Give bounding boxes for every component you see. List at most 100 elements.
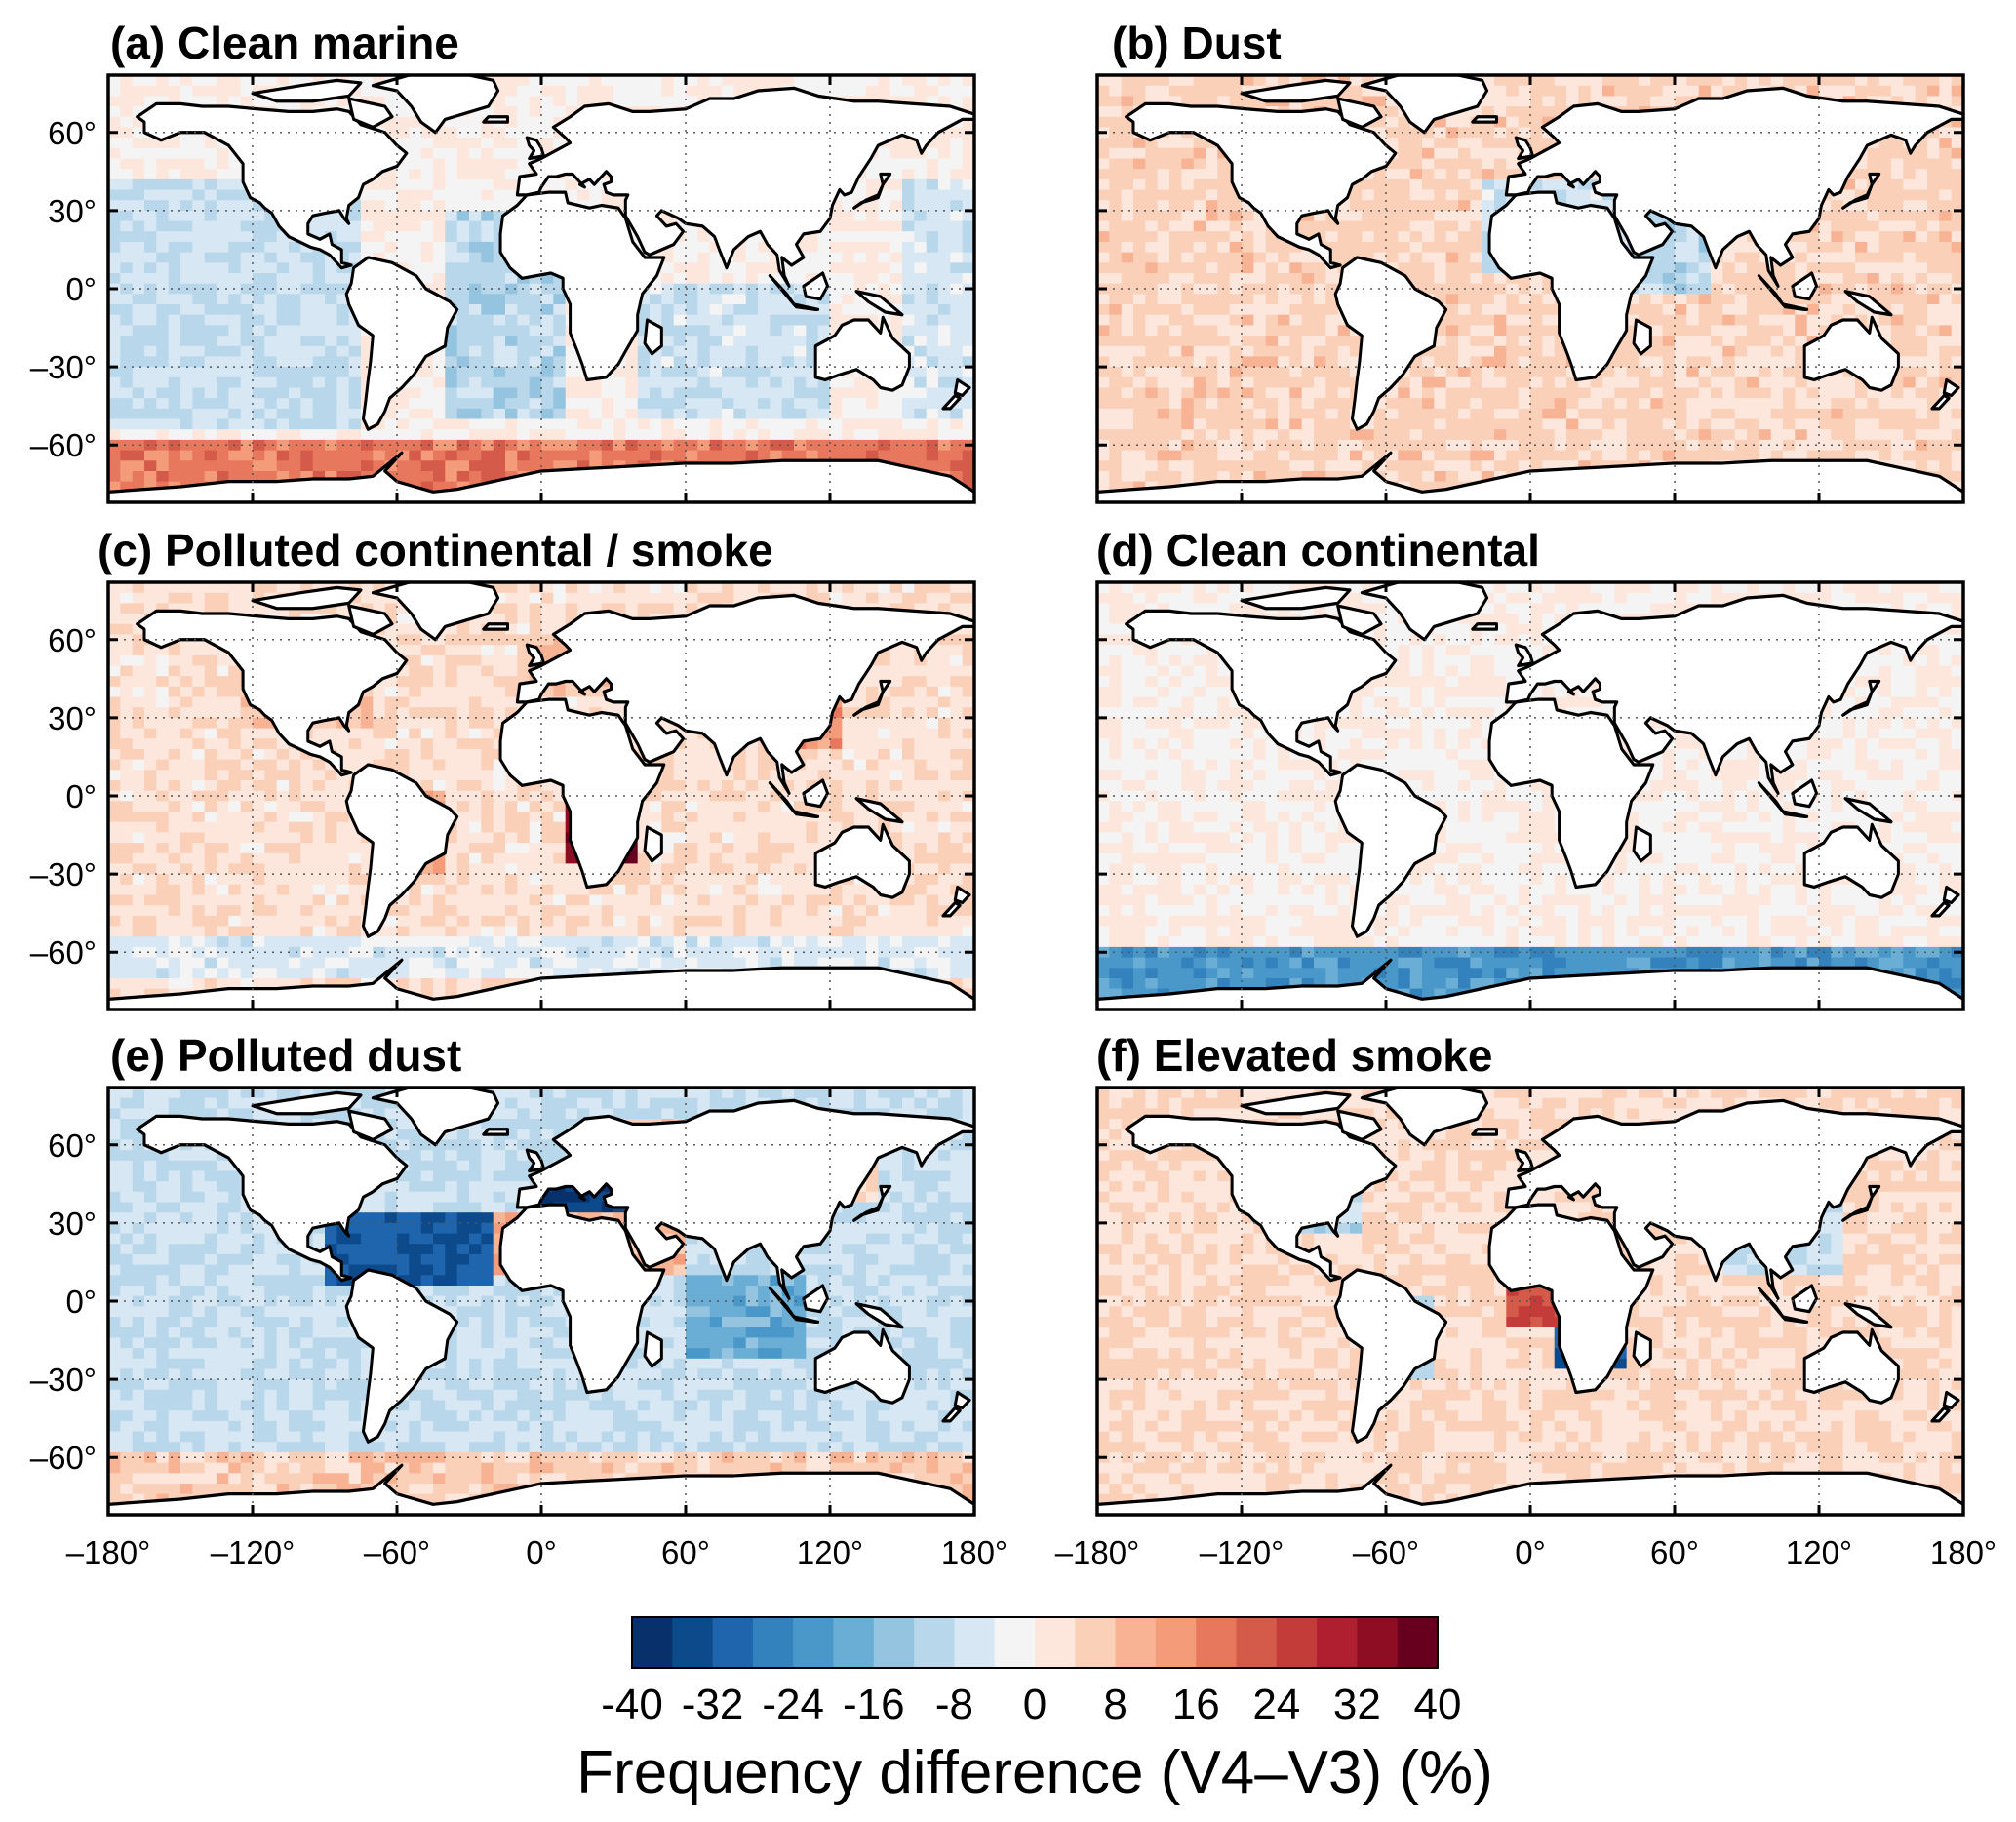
- heat-cell: [1253, 220, 1267, 232]
- heat-cell: [108, 231, 121, 243]
- heat-cell: [228, 429, 242, 441]
- heat-cell: [1193, 96, 1206, 107]
- heat-cell: [926, 283, 939, 295]
- lat-tick-label: 60°: [48, 115, 97, 151]
- heat-cell: [1253, 75, 1267, 87]
- heat-cell: [1915, 189, 1928, 201]
- heat-cell: [1927, 356, 1940, 368]
- heat-cell: [264, 418, 278, 430]
- heat-cell: [673, 408, 687, 420]
- heat-cell: [1482, 75, 1495, 87]
- heat-cell: [1265, 294, 1279, 305]
- heat-cell: [745, 262, 759, 274]
- heat-cell: [577, 398, 590, 410]
- heat-cell: [445, 325, 458, 337]
- heat-cell: [120, 283, 134, 295]
- heat-cell: [553, 304, 567, 316]
- heat-cell: [637, 75, 651, 87]
- heat-cell: [144, 178, 157, 191]
- heat-cell: [1747, 336, 1759, 347]
- heat-cell: [806, 450, 819, 461]
- heat-cell: [312, 314, 326, 326]
- heat-cell: [456, 345, 470, 358]
- heat-cell: [144, 439, 157, 452]
- heat-cell: [1145, 325, 1159, 337]
- heat-cell: [1373, 200, 1387, 212]
- heat-cell: [1867, 241, 1880, 254]
- heat-cell: [1494, 345, 1507, 358]
- heat-cell: [217, 367, 229, 378]
- heat-cell: [1097, 304, 1110, 316]
- heat-cell: [1939, 85, 1953, 97]
- heat-cell: [902, 418, 915, 430]
- heat-cell: [601, 429, 614, 441]
- heat-cell: [673, 85, 687, 97]
- heat-cell: [493, 471, 506, 483]
- heat-cell: [889, 408, 903, 420]
- heat-cell: [1903, 314, 1917, 326]
- heat-cell: [794, 314, 807, 326]
- heat-cell: [1445, 231, 1459, 243]
- heat-cell: [902, 220, 915, 232]
- heat-cell: [565, 460, 578, 472]
- heat-cell: [842, 273, 855, 285]
- heat-cell: [637, 450, 651, 461]
- heat-cell: [686, 439, 698, 452]
- heat-cell: [289, 262, 301, 274]
- heat-cell: [120, 429, 134, 441]
- heat-cell: [312, 408, 326, 420]
- heat-cell: [1253, 210, 1267, 222]
- heat-cell: [1434, 283, 1447, 295]
- heat-cell: [361, 210, 374, 222]
- heat-cell: [733, 241, 747, 254]
- heat-cell: [1470, 345, 1483, 358]
- heat-cell: [866, 158, 879, 170]
- heat-cell: [289, 283, 301, 295]
- heat-cell: [1121, 169, 1134, 180]
- heat-cell: [228, 387, 242, 399]
- heat-cell: [914, 398, 928, 410]
- heat-cell: [1675, 294, 1687, 305]
- heat-cell: [204, 178, 217, 191]
- heat-cell: [1662, 85, 1676, 97]
- heat-cell: [1409, 262, 1423, 274]
- heat-cell: [192, 273, 206, 285]
- heat-cell: [1518, 345, 1531, 358]
- heat-cell: [348, 231, 362, 243]
- heat-cell: [1927, 200, 1940, 212]
- heat-cell: [1422, 158, 1435, 170]
- heat-cell: [673, 241, 687, 254]
- heat-cell: [204, 75, 217, 87]
- heat-cell: [456, 294, 470, 305]
- heat-cell: [204, 294, 217, 305]
- heat-cell: [1157, 96, 1170, 107]
- heat-cell: [1770, 75, 1784, 87]
- heat-cell: [733, 356, 747, 368]
- heat-cell: [794, 450, 807, 461]
- heat-cell: [962, 398, 975, 410]
- heat-cell: [1506, 138, 1520, 149]
- heat-cell: [889, 252, 903, 263]
- heat-cell: [409, 158, 422, 170]
- heat-cell: [397, 127, 410, 139]
- heat-cell: [433, 252, 446, 263]
- heat-cell: [1698, 304, 1712, 316]
- heat-cell: [336, 418, 350, 430]
- heat-cell: [1675, 220, 1687, 232]
- heat-cell: [1206, 178, 1218, 191]
- heat-cell: [1915, 252, 1928, 263]
- heat-cell: [1506, 314, 1520, 326]
- heat-cell: [108, 356, 121, 368]
- heat-cell: [1242, 356, 1254, 368]
- heat-cell: [505, 75, 518, 87]
- heat-cell: [842, 304, 855, 316]
- heat-cell: [745, 314, 759, 326]
- heat-cell: [697, 283, 711, 295]
- heat-cell: [1806, 85, 1820, 97]
- heat-cell: [1422, 127, 1435, 139]
- heat-cell: [709, 262, 723, 274]
- heat-cell: [1169, 262, 1182, 274]
- heat-cell: [817, 75, 831, 87]
- heat-cell: [1145, 85, 1159, 97]
- heat-cell: [384, 96, 398, 107]
